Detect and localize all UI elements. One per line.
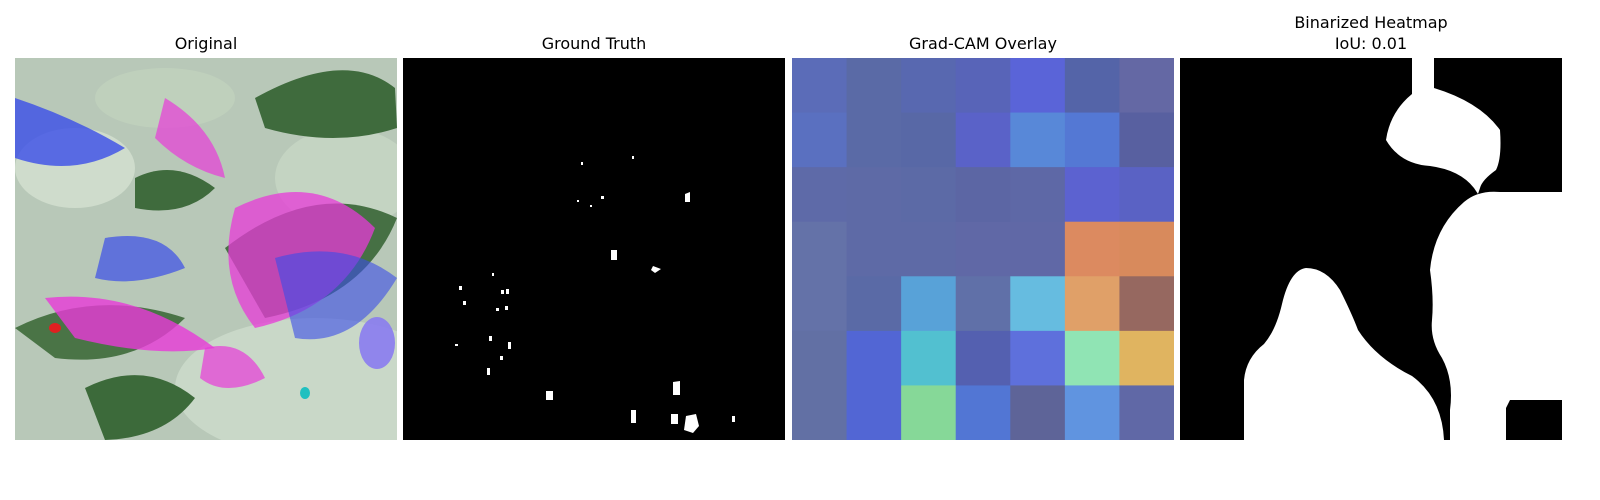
mask-spots [455, 156, 735, 433]
gradcam-cell [846, 385, 902, 440]
gradcam-cell [1119, 58, 1174, 114]
gradcam-cell [1119, 167, 1174, 223]
gradcam-cell [792, 330, 848, 386]
gradcam-cell [1119, 385, 1174, 440]
gradcam-cell [955, 276, 1011, 332]
gradcam-cell [1064, 276, 1120, 332]
gradcam-cell [792, 112, 848, 168]
ground-truth-mask [403, 58, 785, 440]
panel-gradcam: Grad-CAM Overlay [792, 0, 1174, 500]
gradcam-cell [1010, 112, 1066, 168]
gradcam-cell [1064, 221, 1120, 277]
gradcam-cell [1064, 385, 1120, 440]
gradcam-cell [1010, 276, 1066, 332]
gradcam-cell [1119, 276, 1174, 332]
gradcam-cell [955, 58, 1011, 114]
gradcam-cell [1119, 221, 1174, 277]
gradcam-cell [1010, 58, 1066, 114]
gradcam-cell [1064, 167, 1120, 223]
gradcam-cell [955, 385, 1011, 440]
gradcam-cell [901, 221, 957, 277]
gradcam-cell [901, 58, 957, 114]
gradcam-cell [792, 167, 848, 223]
gradcam-cell [955, 221, 1011, 277]
panel-title: Grad-CAM Overlay [909, 34, 1057, 53]
gradcam-cell [1010, 330, 1066, 386]
gradcam-cell [1119, 330, 1174, 386]
gradcam-cell [1010, 385, 1066, 440]
panel-original: Original [15, 0, 397, 500]
panel-binarized: Binarized Heatmap IoU: 0.01 [1180, 0, 1562, 500]
panel-ground-truth: Ground Truth [403, 0, 785, 500]
panel-title: Binarized Heatmap IoU: 0.01 [1294, 13, 1448, 53]
panel-title: Original [174, 34, 238, 53]
gradcam-cell [792, 385, 848, 440]
gradcam-cell [846, 58, 902, 114]
gradcam-cell [846, 167, 902, 223]
original-image [15, 58, 397, 440]
gradcam-cell [901, 276, 957, 332]
gradcam-cell [846, 112, 902, 168]
gradcam-grid [792, 58, 1174, 440]
gradcam-cell [955, 167, 1011, 223]
gradcam-cell [955, 112, 1011, 168]
gradcam-cell [792, 276, 848, 332]
gradcam-cell [901, 112, 957, 168]
panel-title: Ground Truth [541, 34, 647, 53]
gradcam-overlay [792, 58, 1174, 440]
gradcam-cell [1064, 112, 1120, 168]
gradcam-cell [1119, 112, 1174, 168]
binarized-heatmap [1180, 58, 1562, 440]
gradcam-cell [792, 221, 848, 277]
gradcam-cell [901, 330, 957, 386]
gradcam-cell [1064, 330, 1120, 386]
gradcam-cell [1010, 221, 1066, 277]
gradcam-cell [901, 167, 957, 223]
gradcam-cell [792, 58, 848, 114]
binarized-regions [1244, 58, 1562, 440]
gradcam-cell [955, 330, 1011, 386]
gradcam-cell [1064, 58, 1120, 114]
leaf-photo [15, 58, 397, 440]
gradcam-cell [846, 276, 902, 332]
gradcam-cell [901, 385, 957, 440]
gradcam-cell [846, 221, 902, 277]
gradcam-cell [846, 330, 902, 386]
gradcam-cell [1010, 167, 1066, 223]
